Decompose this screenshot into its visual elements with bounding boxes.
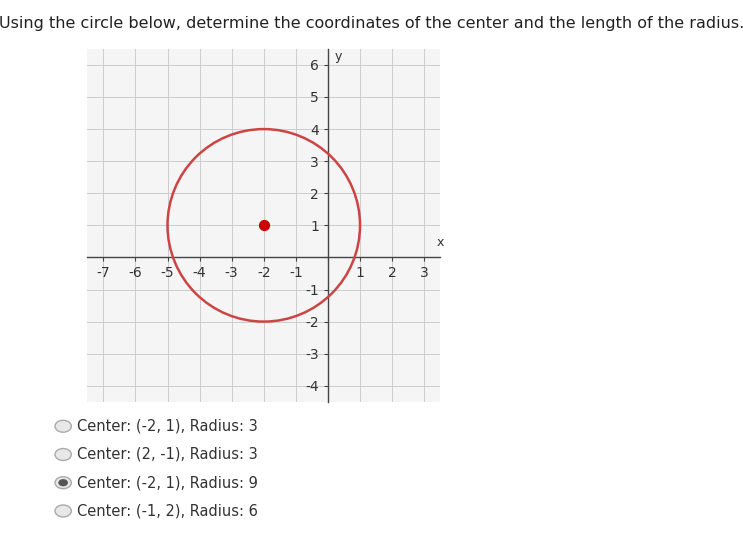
Point — [258, 221, 270, 230]
Text: Center: (-2, 1), Radius: 3: Center: (-2, 1), Radius: 3 — [77, 419, 258, 434]
Text: Center: (-2, 1), Radius: 9: Center: (-2, 1), Radius: 9 — [77, 475, 258, 490]
Text: y: y — [334, 50, 342, 64]
Text: Using the circle below, determine the coordinates of the center and the length o: Using the circle below, determine the co… — [0, 16, 743, 31]
Text: Center: (2, -1), Radius: 3: Center: (2, -1), Radius: 3 — [77, 447, 258, 462]
Text: x: x — [437, 236, 444, 249]
Text: Center: (-1, 2), Radius: 6: Center: (-1, 2), Radius: 6 — [77, 503, 258, 519]
